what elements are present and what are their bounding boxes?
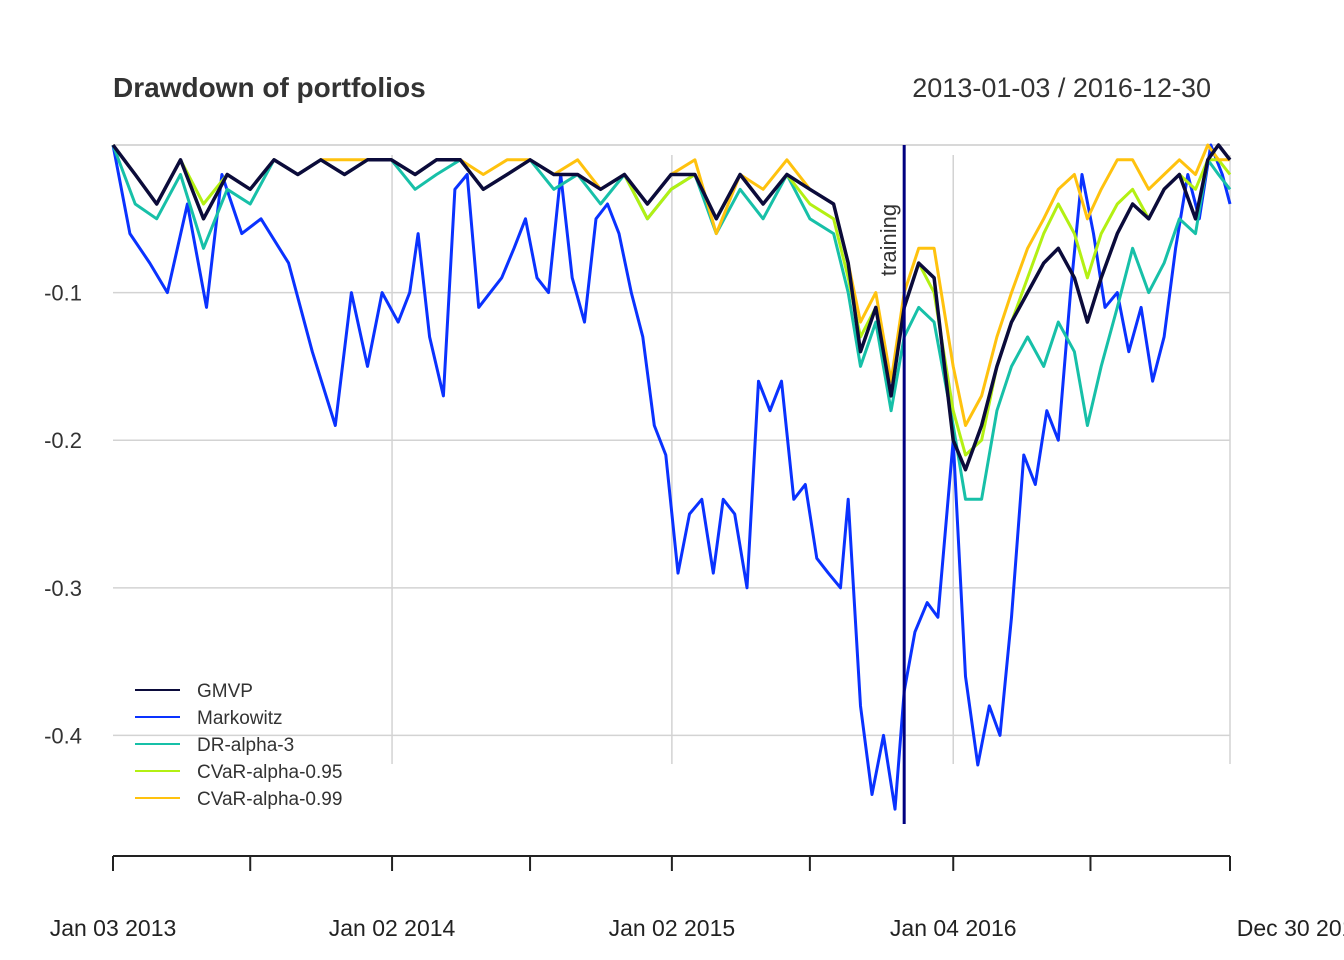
- legend-label: DR-alpha-3: [197, 735, 294, 756]
- legend-label: CVaR-alpha-0.95: [197, 762, 342, 783]
- y-axis: -0.1 -0.2 -0.3 -0.4: [44, 281, 82, 749]
- x-tick-label: Jan 04 2016: [890, 915, 1017, 941]
- x-axis: Jan 03 2013 Jan 02 2014 Jan 02 2015 Jan 04 …: [50, 855, 1344, 941]
- legend-label: Markowitz: [197, 708, 283, 729]
- y-tick-label: -0.1: [44, 281, 82, 306]
- grid-lines: [113, 144, 1231, 764]
- y-tick-label: -0.3: [44, 576, 82, 601]
- series-line-cvar-alpha-0-99: [111, 143, 1230, 427]
- y-tick-label: -0.4: [44, 723, 82, 748]
- event-marker: training: [876, 145, 906, 824]
- x-tick-label: Jan 02 2015: [609, 915, 736, 941]
- event-line-label: training: [876, 204, 901, 276]
- x-tick-label: Jan 02 2014: [329, 915, 456, 941]
- date-range-label: 2013-01-03 / 2016-12-30: [912, 73, 1211, 103]
- x-tick-label: Dec 30 2016: [1237, 915, 1344, 941]
- y-tick-label: -0.2: [44, 428, 82, 453]
- series-lines: [111, 143, 1232, 811]
- x-tick-label: Jan 03 2013: [50, 915, 177, 941]
- chart-title: Drawdown of portfolios: [113, 72, 426, 103]
- legend-label: CVaR-alpha-0.99: [197, 789, 342, 810]
- legend: GMVP Markowitz DR-alpha-3 CVaR-alpha-0.95 CV…: [135, 681, 342, 810]
- legend-label: GMVP: [197, 681, 253, 702]
- series-line-gmvp: [111, 143, 1232, 472]
- series-line-markowitz: [111, 143, 1232, 811]
